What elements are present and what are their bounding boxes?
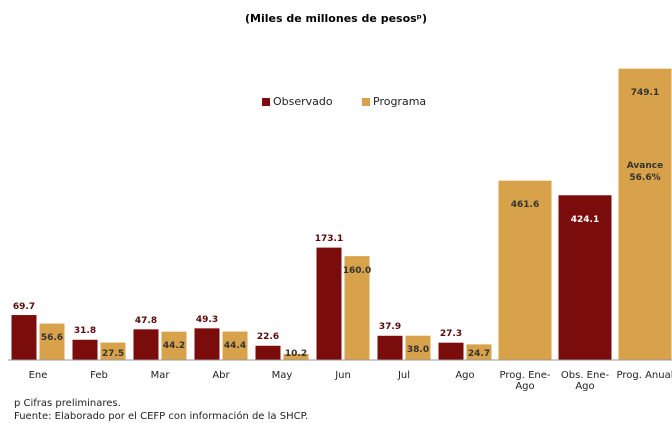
data-label: 27.3 [439,329,463,340]
x-tick-label: Feb [90,370,108,381]
footnote: p Cifras preliminares. [14,398,121,409]
x-tick-label: Prog. Ene-Ago [499,370,551,392]
x-tick-label: Jul [397,370,411,381]
legend-swatch [262,97,270,106]
annotation: Avance 56.6% [626,161,664,183]
x-tick-label: Mar [150,370,170,381]
bar [497,179,553,361]
legend-item: Observado [262,95,333,108]
data-label: 56.6 [40,333,64,344]
data-label: 10.2 [284,349,308,359]
bar [617,67,672,361]
data-label: 49.3 [195,314,219,325]
x-tick-label: May [271,370,293,381]
x-tick-label: Obs. Ene-Ago [560,370,610,392]
data-label: 44.2 [162,341,186,352]
data-label: 47.8 [134,315,158,326]
bar [10,314,38,361]
legend-label: Programa [373,95,427,108]
chart-title: (Miles de millones de pesosᵖ) [245,12,427,25]
x-tick-label: Abr [212,370,230,381]
data-label: 173.1 [314,234,344,245]
data-label: 22.6 [256,332,280,343]
legend-item: Programa [362,95,426,108]
data-label: 24.7 [467,349,491,359]
data-label: 31.8 [73,326,97,337]
legend-swatch [362,97,370,106]
x-tick-label: Ene [28,370,48,381]
x-tick-label: Prog. Anual [616,370,672,381]
data-label: 38.0 [406,345,430,356]
data-label: 160.0 [342,265,372,276]
data-label: 749.1 [630,88,660,99]
bar [315,246,343,361]
bar [132,328,160,361]
bar [221,330,249,361]
data-label: 37.9 [378,322,402,333]
x-tick-label: Ago [455,370,475,381]
x-tick-label: Jun [335,370,351,381]
legend-label: Observado [273,95,333,108]
data-label: 461.6 [510,200,540,211]
data-label: 27.5 [101,349,125,359]
data-label: 69.7 [12,301,36,312]
footnote: Fuente: Elaborado por el CEFP con inform… [14,411,309,422]
data-label: 44.4 [223,341,247,352]
bar [38,322,66,361]
bar [193,327,221,361]
data-label: 424.1 [570,214,600,225]
